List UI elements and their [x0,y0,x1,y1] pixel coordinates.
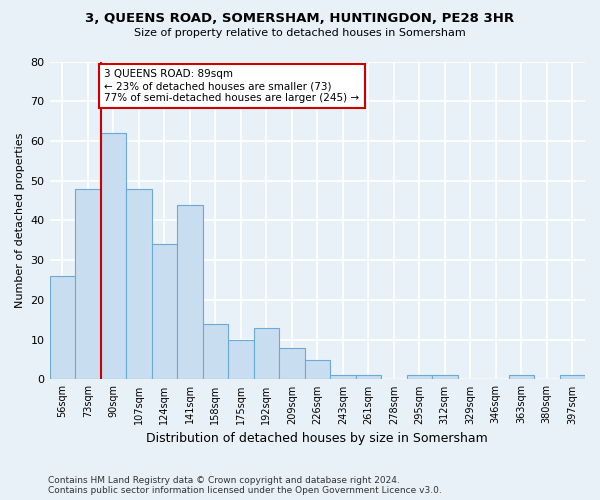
Bar [509,376,534,380]
Bar [101,133,126,380]
Bar [279,348,305,380]
Bar [126,188,152,380]
Text: Contains HM Land Registry data © Crown copyright and database right 2024.
Contai: Contains HM Land Registry data © Crown c… [48,476,442,495]
Bar [228,340,254,380]
Bar [305,360,330,380]
Bar [356,376,381,380]
Bar [330,376,356,380]
Bar [560,376,585,380]
X-axis label: Distribution of detached houses by size in Somersham: Distribution of detached houses by size … [146,432,488,445]
Y-axis label: Number of detached properties: Number of detached properties [15,133,25,308]
Bar [50,276,75,380]
Text: Size of property relative to detached houses in Somersham: Size of property relative to detached ho… [134,28,466,38]
Bar [407,376,432,380]
Bar [254,328,279,380]
Bar [203,324,228,380]
Text: 3, QUEENS ROAD, SOMERSHAM, HUNTINGDON, PE28 3HR: 3, QUEENS ROAD, SOMERSHAM, HUNTINGDON, P… [85,12,515,26]
Bar [177,204,203,380]
Text: 3 QUEENS ROAD: 89sqm
← 23% of detached houses are smaller (73)
77% of semi-detac: 3 QUEENS ROAD: 89sqm ← 23% of detached h… [104,70,359,102]
Bar [75,188,101,380]
Bar [432,376,458,380]
Bar [152,244,177,380]
